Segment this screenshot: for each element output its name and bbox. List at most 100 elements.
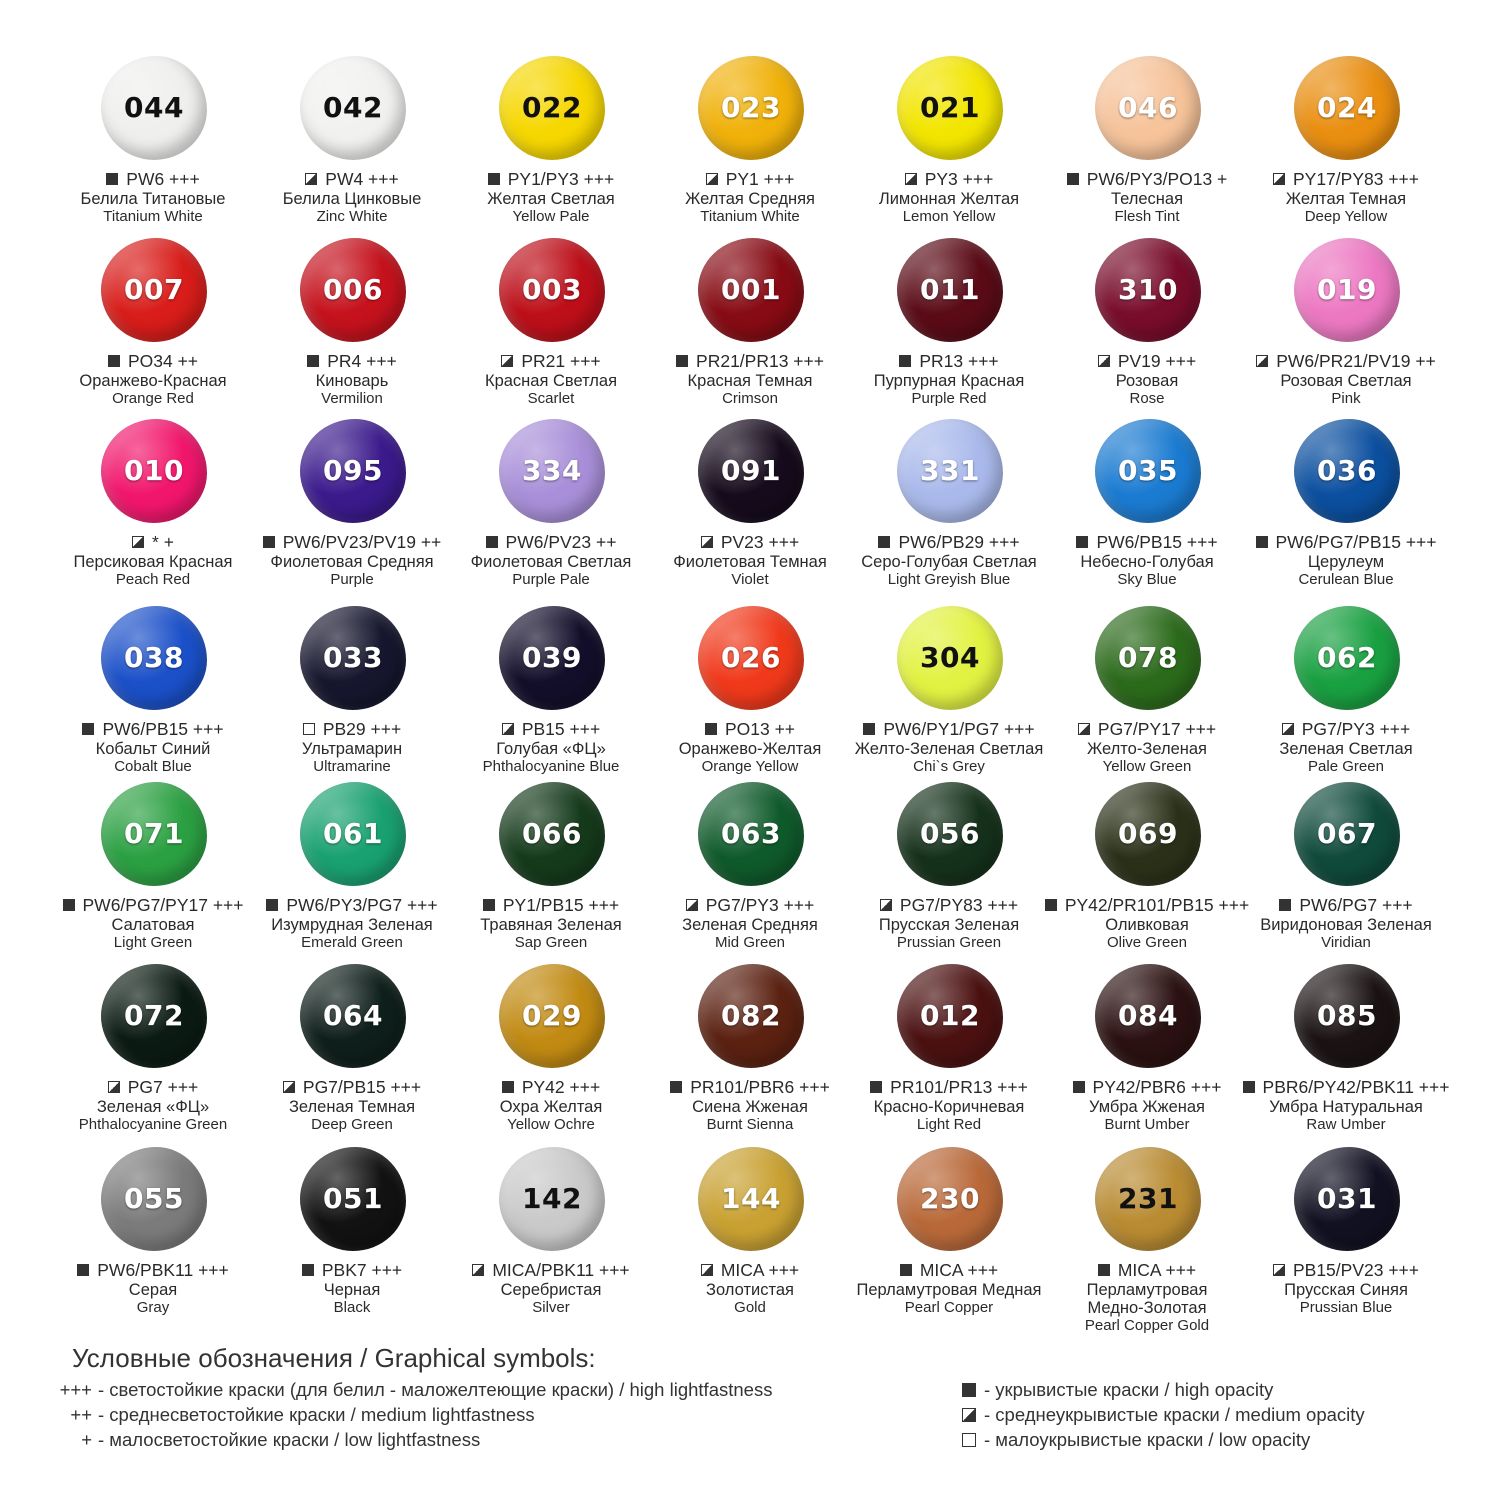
pigment-code: PY42/PBR6 +++ [1092, 1077, 1222, 1097]
color-name-ru: Охра Желтая [499, 1098, 603, 1116]
swatch-067: 067 PW6/PG7 +++ Виридоновая Зеленая Viridia… [1246, 782, 1446, 962]
opacity-empty-icon [962, 1433, 976, 1447]
pigment-line: PW6/PY3/PG7 +++ [242, 894, 462, 916]
legend-opacity-item: - малоукрывистые краски / low opacity [962, 1429, 1310, 1451]
color-name-en: Deep Yellow [1304, 208, 1388, 225]
color-names: Зеленая Средняя Mid Green [650, 916, 850, 952]
pigment-code: PO13 ++ [724, 719, 796, 739]
opacity-full-icon [899, 355, 912, 367]
color-number: 011 [920, 273, 980, 306]
color-names: Красная Темная Crimson [650, 372, 850, 408]
color-names: Золотистая Gold [650, 1281, 850, 1317]
color-name-en: Ultramarine [313, 758, 391, 775]
color-names: Охра Желтая Yellow Ochre [451, 1098, 651, 1134]
opacity-empty-icon [302, 723, 315, 735]
paint-swatch: 010 [101, 419, 207, 523]
pigment-code: PY42 +++ [521, 1077, 601, 1097]
swatch-056: 056 PG7/PY83 +++ Прусская Зеленая Prussian … [849, 782, 1049, 962]
pigment-code: PG7/PY3 +++ [1301, 719, 1411, 739]
color-name-en: Yellow Pale [512, 208, 590, 225]
color-name-ru: Черная [323, 1281, 381, 1299]
color-names: Травяная Зеленая Sap Green [451, 916, 651, 952]
pigment-code: PR101/PR13 +++ [890, 1077, 1028, 1097]
color-names: Розовая Rose [1047, 372, 1247, 408]
color-name-en: Pearl Copper Gold [1084, 1317, 1210, 1334]
color-name-en: Prussian Green [896, 934, 1002, 951]
swatch-061: 061 PW6/PY3/PG7 +++ Изумрудная Зеленая Emer… [252, 782, 452, 962]
pigment-code: PW6/PB15 +++ [1096, 532, 1218, 552]
swatch-003: 003 PR21 +++ Красная Светлая Scarlet [451, 238, 651, 418]
color-number: 042 [323, 91, 383, 124]
pigment-line: PO34 ++ [43, 350, 263, 372]
paint-swatch: 055 [101, 1147, 207, 1251]
color-number: 012 [920, 999, 980, 1032]
color-name-en: Orange Red [112, 390, 194, 407]
color-name-en: Burnt Umber [1104, 1116, 1190, 1133]
legend-opacity-item: - среднеукрывистые краски / medium opaci… [962, 1404, 1365, 1426]
opacity-half-icon [962, 1408, 976, 1422]
paint-swatch: 019 [1294, 238, 1400, 342]
pigment-line: PW6/PB15 +++ [1037, 531, 1257, 553]
pigment-line: PW6/PG7 +++ [1236, 894, 1456, 916]
color-names: Сиена Жженая Burnt Sienna [650, 1098, 850, 1134]
swatch-062: 062 PG7/PY3 +++ Зеленая Светлая Pale Green [1246, 606, 1446, 786]
color-name-en: Black [333, 1299, 371, 1316]
paint-swatch: 144 [698, 1147, 804, 1251]
color-name-en: Gold [734, 1299, 766, 1316]
opacity-full-icon [266, 899, 279, 911]
paint-swatch: 230 [897, 1147, 1003, 1251]
opacity-full-icon [77, 1264, 90, 1276]
color-number: 051 [323, 1182, 383, 1215]
opacity-full-icon [1255, 536, 1268, 548]
pigment-code: PW6/PY3/PO13 + [1086, 169, 1228, 189]
color-name-en: Pale Green [1308, 758, 1384, 775]
swatch-331: 331 PW6/PB29 +++ Серо-Голубая Светлая Light… [849, 419, 1049, 599]
color-name-ru: Серая [128, 1281, 178, 1299]
pigment-line: PY1 +++ [640, 168, 860, 190]
pigment-code: PW6/PR21/PV19 ++ [1276, 351, 1436, 371]
legend-text: - малоукрывистые краски / low opacity [984, 1429, 1311, 1450]
pigment-line: PV19 +++ [1037, 350, 1257, 372]
swatch-023: 023 PY1 +++ Желтая Средняя Titanium White [650, 56, 850, 236]
legend-lightfastness-item: + - малосветостойкие краски / low lightfa… [56, 1429, 480, 1451]
color-name-ru: Зеленая Светлая [1279, 740, 1413, 758]
pigment-code: PW6/PV23/PV19 ++ [282, 532, 442, 552]
lightfastness-mark: ++ [70, 1404, 92, 1425]
pigment-line: PW6 +++ [43, 168, 263, 190]
swatch-042: 042 PW4 +++ Белила Цинковые Zinc White [252, 56, 452, 236]
color-name-ru: Серебристая [500, 1281, 602, 1299]
opacity-half-icon [904, 173, 917, 185]
pigment-code: PG7/PY17 +++ [1097, 719, 1217, 739]
pigment-line: PB29 +++ [242, 718, 462, 740]
swatch-231: 231 MICA +++ Перламутровая Медно-Золотая Pe… [1047, 1147, 1247, 1334]
swatch-142: 142 MICA/PBK11 +++ Серебристая Silver [451, 1147, 651, 1327]
opacity-half-icon [685, 899, 698, 911]
opacity-full-icon [487, 173, 500, 185]
color-name-en: Violet [731, 571, 769, 588]
color-name-ru: Красная Светлая [484, 372, 618, 390]
color-names: Желтая Светлая Yellow Pale [451, 190, 651, 226]
color-name-ru: Желтая Темная [1285, 190, 1407, 208]
opacity-half-icon [1281, 723, 1294, 735]
swatch-051: 051 PBK7 +++ Черная Black [252, 1147, 452, 1327]
color-name-ru: Травяная Зеленая [480, 916, 622, 934]
color-name-en: Olive Green [1106, 934, 1188, 951]
color-number: 026 [721, 641, 781, 674]
swatch-038: 038 PW6/PB15 +++ Кобальт Синий Cobalt Blue [53, 606, 253, 786]
pigment-line: PY1/PY3 +++ [441, 168, 661, 190]
pigment-code: PG7/PB15 +++ [302, 1077, 422, 1097]
color-name-ru: Персиковая Красная [73, 553, 233, 571]
color-names: Оранжево-Желтая Orange Yellow [650, 740, 850, 776]
paint-swatch: 024 [1294, 56, 1400, 160]
paint-swatch: 142 [499, 1147, 605, 1251]
opacity-full-icon [106, 173, 119, 185]
color-name-en: Purple [330, 571, 374, 588]
pigment-code: PW6/PY1/PG7 +++ [883, 719, 1035, 739]
opacity-half-icon [1272, 1264, 1285, 1276]
color-names: Церулеум Cerulean Blue [1246, 553, 1446, 589]
opacity-half-icon [700, 536, 713, 548]
pigment-line: PW6/PB29 +++ [839, 531, 1059, 553]
color-name-ru: Киноварь [315, 372, 389, 390]
pigment-line: PY42/PBR6 +++ [1037, 1076, 1257, 1098]
pigment-code: PW4 +++ [325, 169, 399, 189]
